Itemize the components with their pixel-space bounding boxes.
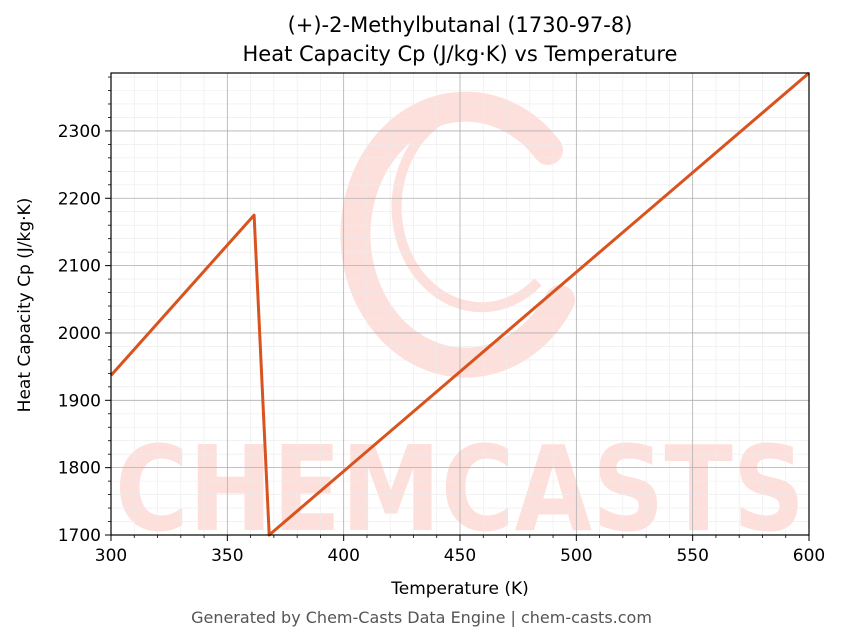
series-line-0 <box>109 71 810 537</box>
x-tick-label: 350 <box>211 546 243 566</box>
x-tick-label: 600 <box>793 546 825 566</box>
chart-title-line2: Heat Capacity Cp (J/kg·K) vs Temperature <box>243 42 678 66</box>
y-axis-label: Heat Capacity Cp (J/kg·K) <box>15 198 35 413</box>
y-tick-label: 1800 <box>58 459 101 479</box>
y-tick-label: 1700 <box>58 526 101 546</box>
chart-title-line1: (+)-2-Methylbutanal (1730-97-8) <box>288 13 633 37</box>
x-tick-label: 300 <box>95 546 127 566</box>
x-axis-label: Temperature (K) <box>390 579 529 599</box>
footer-credit: Generated by Chem-Casts Data Engine | ch… <box>191 608 652 627</box>
y-tick-label: 2000 <box>58 324 101 344</box>
watermark-swirl <box>340 91 575 378</box>
y-tick-label: 2100 <box>58 257 101 277</box>
x-tick-label: 550 <box>676 546 708 566</box>
x-tick-label: 500 <box>560 546 592 566</box>
watermark-swirl-inner <box>391 102 542 313</box>
y-tick-labels: 1700 1800 1900 2000 2100 2200 2300 <box>58 122 101 546</box>
y-tick-label: 2300 <box>58 122 101 142</box>
x-tick-label: 400 <box>327 546 359 566</box>
major-gridlines <box>110 73 810 536</box>
y-tick-label: 2200 <box>58 189 101 209</box>
axis-ticks <box>105 76 810 541</box>
y-tick-label: 1900 <box>58 391 101 411</box>
series-layer <box>109 71 810 537</box>
x-tick-labels: 300 350 400 450 500 550 600 <box>95 546 825 566</box>
x-tick-label: 450 <box>444 546 476 566</box>
